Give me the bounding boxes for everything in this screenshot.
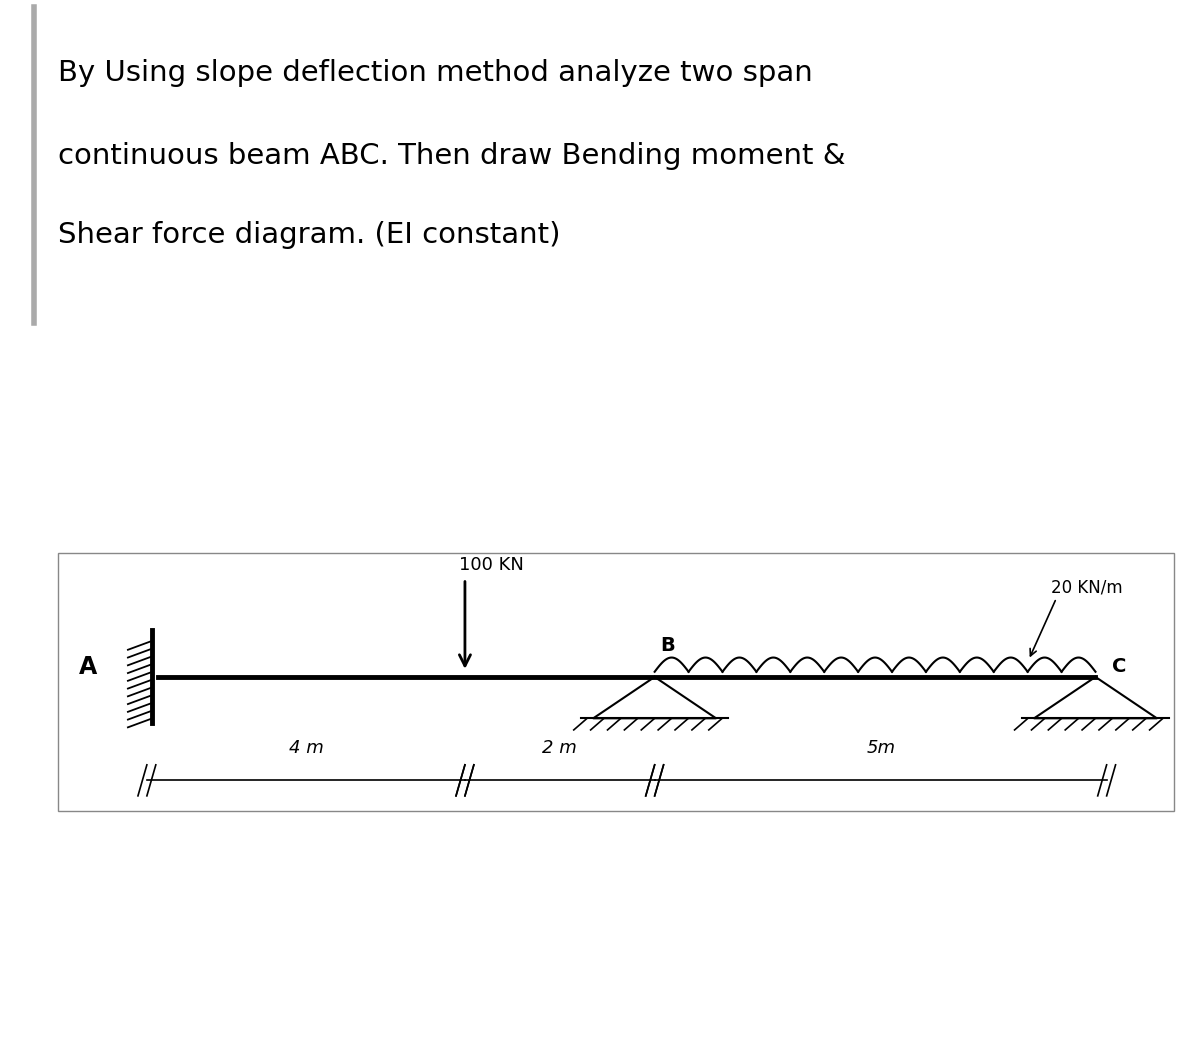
Text: C: C — [1112, 657, 1127, 676]
Text: 4 m: 4 m — [288, 739, 323, 757]
Text: 2 m: 2 m — [542, 739, 577, 757]
Text: Shear force diagram. (EI constant): Shear force diagram. (EI constant) — [58, 221, 560, 249]
Text: B: B — [660, 636, 674, 655]
Text: continuous beam ABC. Then draw Bending moment &: continuous beam ABC. Then draw Bending m… — [58, 142, 845, 170]
Text: By Using slope deflection method analyze two span: By Using slope deflection method analyze… — [58, 60, 812, 87]
Text: A: A — [78, 655, 97, 679]
Text: 5m: 5m — [866, 739, 895, 757]
Text: 100 KN: 100 KN — [460, 556, 524, 574]
Text: 20 KN/m: 20 KN/m — [1051, 579, 1122, 597]
